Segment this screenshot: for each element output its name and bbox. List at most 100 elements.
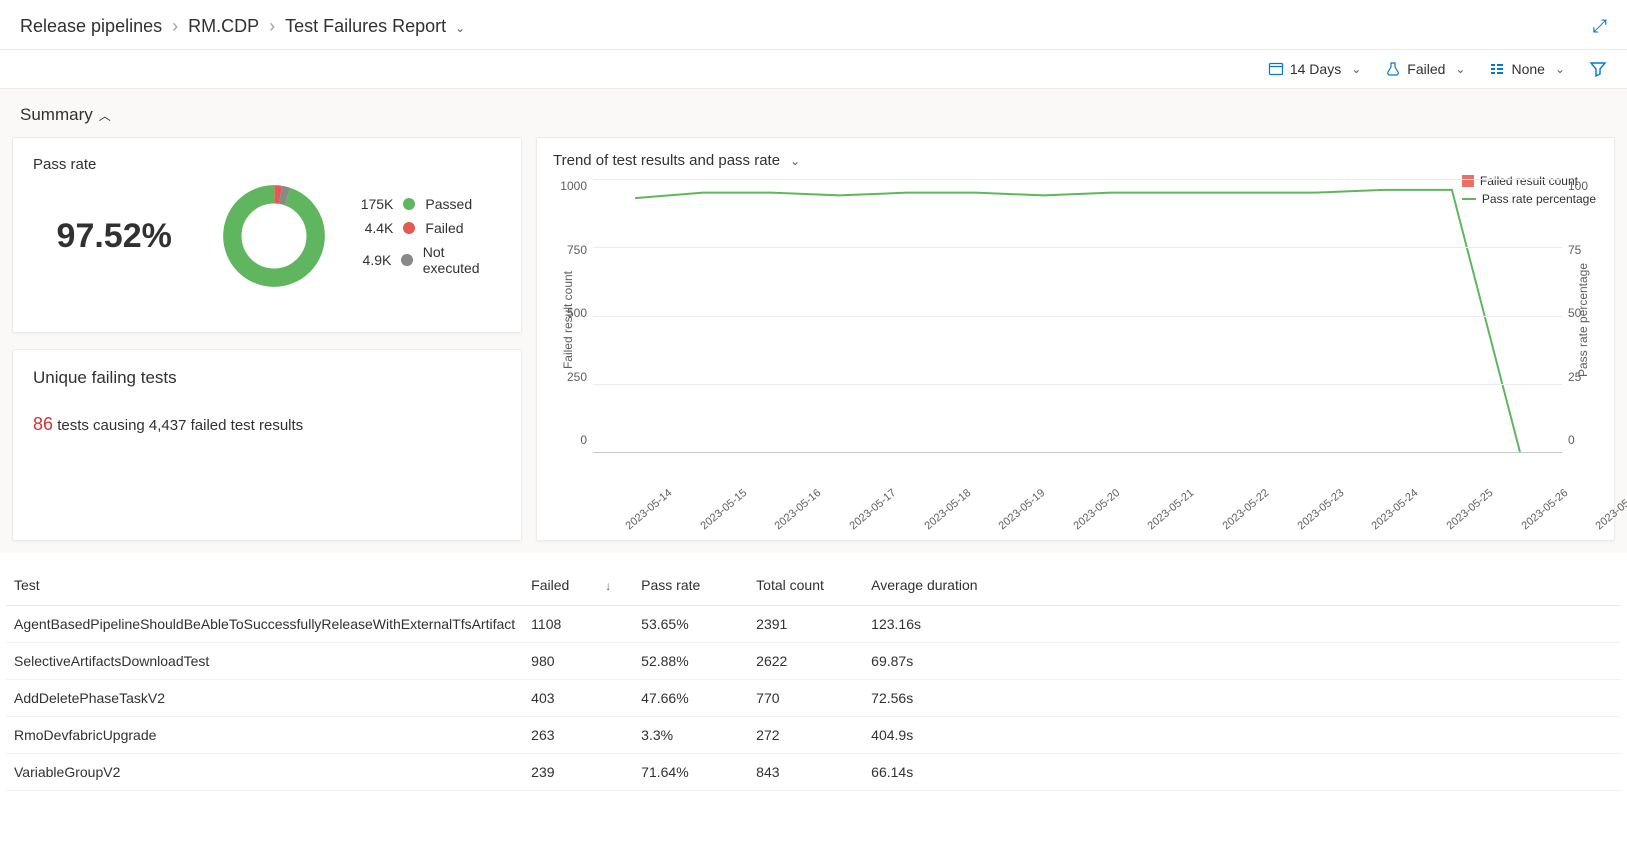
breadcrumb: Release pipelines › RM.CDP › Test Failur… <box>20 16 465 37</box>
cell-pass: 53.65% <box>633 606 748 643</box>
cell-avg: 66.14s <box>863 754 1621 791</box>
cell-total: 2622 <box>748 643 863 680</box>
cell-test: AgentBasedPipelineShouldBeAbleToSuccessf… <box>6 606 523 643</box>
cell-pass: 47.66% <box>633 680 748 717</box>
table-row[interactable]: SelectiveArtifactsDownloadTest98052.88%2… <box>6 643 1621 680</box>
legend-count: 175K <box>353 196 393 212</box>
chevron-down-icon: ⌄ <box>790 154 800 168</box>
cell-test: AddDeletePhaseTaskV2 <box>6 680 523 717</box>
table-row[interactable]: AddDeletePhaseTaskV240347.66%77072.56s <box>6 680 1621 717</box>
y-tick: 750 <box>567 243 587 257</box>
tests-table: Test Failed ↓ Pass rate Total count Avera… <box>6 565 1621 791</box>
legend-label: Passed <box>425 196 472 212</box>
table-row[interactable]: VariableGroupV223971.64%84366.14s <box>6 754 1621 791</box>
cell-pass: 3.3% <box>633 717 748 754</box>
cell-avg: 69.87s <box>863 643 1621 680</box>
trend-chart-card: Trend of test results and pass rate ⌄ Fa… <box>536 137 1615 541</box>
cell-failed: 403 <box>523 680 633 717</box>
summary-label: Summary <box>20 105 93 125</box>
col-test[interactable]: Test <box>6 565 523 606</box>
trend-chart-title[interactable]: Trend of test results and pass rate ⌄ <box>553 152 1598 169</box>
page-header: Release pipelines › RM.CDP › Test Failur… <box>0 0 1627 50</box>
pass-rate-title: Pass rate <box>33 156 501 173</box>
x-axis: 2023-05-142023-05-152023-05-162023-05-17… <box>599 465 1627 521</box>
cell-pass: 71.64% <box>633 754 748 791</box>
y-axis-right-label: Pass rate percentage <box>1576 263 1590 377</box>
breadcrumb-mid[interactable]: RM.CDP <box>188 16 259 37</box>
col-failed[interactable]: Failed ↓ <box>523 565 633 606</box>
legend-row: 4.4K Failed <box>353 220 501 236</box>
cell-total: 2391 <box>748 606 863 643</box>
beaker-icon <box>1385 61 1401 77</box>
group-label: None <box>1511 61 1544 77</box>
chevron-right-icon: › <box>269 16 275 37</box>
filter-toolbar: 14 Days ⌄ Failed ⌄ None ⌄ <box>0 50 1627 88</box>
chevron-down-icon: ⌄ <box>1351 62 1361 76</box>
uft-title: Unique failing tests <box>33 368 501 388</box>
cell-total: 770 <box>748 680 863 717</box>
filter-icon[interactable] <box>1589 60 1607 78</box>
grid-line <box>593 179 1562 180</box>
outcome-label: Failed <box>1407 61 1445 77</box>
y-tick: 250 <box>567 370 587 384</box>
cell-failed: 1108 <box>523 606 633 643</box>
y-tick: 0 <box>580 433 587 447</box>
chevron-down-icon: ⌄ <box>455 21 465 35</box>
chevron-right-icon: › <box>172 16 178 37</box>
period-dropdown[interactable]: 14 Days ⌄ <box>1268 61 1361 77</box>
uft-text: 86 tests causing 4,437 failed test resul… <box>33 414 501 435</box>
content-area: Summary ︿ Pass rate 97.52% 175K Passed 4.4… <box>0 88 1627 553</box>
uft-suffix: tests causing 4,437 failed test results <box>57 417 303 434</box>
legend-label: Not executed <box>423 244 501 276</box>
grid-line <box>593 384 1562 385</box>
uft-count: 86 <box>33 414 53 434</box>
col-failed-label: Failed <box>531 577 569 593</box>
cell-avg: 123.16s <box>863 606 1621 643</box>
summary-header[interactable]: Summary ︿ <box>12 89 1615 137</box>
legend-count: 4.9K <box>353 252 391 268</box>
cell-test: VariableGroupV2 <box>6 754 523 791</box>
breadcrumb-current[interactable]: Test Failures Report ⌄ <box>285 16 465 37</box>
cell-test: RmoDevfabricUpgrade <box>6 717 523 754</box>
y-tick: 1000 <box>560 179 587 193</box>
group-icon <box>1489 61 1505 77</box>
legend-row: 4.9K Not executed <box>353 244 501 276</box>
tests-table-wrap: Test Failed ↓ Pass rate Total count Avera… <box>0 553 1627 791</box>
calendar-icon <box>1268 61 1284 77</box>
col-total[interactable]: Total count <box>748 565 863 606</box>
legend-label: Failed <box>425 220 463 236</box>
cell-failed: 263 <box>523 717 633 754</box>
pass-rate-card: Pass rate 97.52% 175K Passed 4.4K Failed 4.9… <box>12 137 522 333</box>
legend-count: 4.4K <box>353 220 393 236</box>
chevron-up-icon: ︿ <box>99 107 111 124</box>
pass-rate-donut <box>219 181 329 291</box>
sort-desc-icon: ↓ <box>605 579 611 593</box>
col-avg[interactable]: Average duration <box>863 565 1621 606</box>
breadcrumb-root[interactable]: Release pipelines <box>20 16 162 37</box>
cell-failed: 980 <box>523 643 633 680</box>
breadcrumb-current-label: Test Failures Report <box>285 16 446 36</box>
table-row[interactable]: RmoDevfabricUpgrade2633.3%272404.9s <box>6 717 1621 754</box>
table-row[interactable]: AgentBasedPipelineShouldBeAbleToSuccessf… <box>6 606 1621 643</box>
outcome-dropdown[interactable]: Failed ⌄ <box>1385 61 1465 77</box>
cell-pass: 52.88% <box>633 643 748 680</box>
col-pass[interactable]: Pass rate <box>633 565 748 606</box>
fullscreen-icon[interactable]: ⤢ <box>1593 16 1607 37</box>
group-dropdown[interactable]: None ⌄ <box>1489 61 1565 77</box>
cell-total: 843 <box>748 754 863 791</box>
cell-avg: 72.56s <box>863 680 1621 717</box>
cell-test: SelectiveArtifactsDownloadTest <box>6 643 523 680</box>
pass-rate-legend: 175K Passed 4.4K Failed 4.9K Not executed <box>353 196 501 276</box>
y-tick: 0 <box>1568 433 1575 447</box>
summary-row: Pass rate 97.52% 175K Passed 4.4K Failed 4.9… <box>12 137 1615 541</box>
legend-dot <box>403 222 415 234</box>
y-tick: 100 <box>1568 179 1588 193</box>
chart-plot <box>593 179 1562 453</box>
y-axis-left-label: Failed result count <box>561 271 575 369</box>
legend-row: 175K Passed <box>353 196 501 212</box>
cell-failed: 239 <box>523 754 633 791</box>
legend-dot <box>401 254 412 266</box>
pass-rate-value: 97.52% <box>33 217 195 256</box>
period-label: 14 Days <box>1290 61 1341 77</box>
table-header-row: Test Failed ↓ Pass rate Total count Avera… <box>6 565 1621 606</box>
